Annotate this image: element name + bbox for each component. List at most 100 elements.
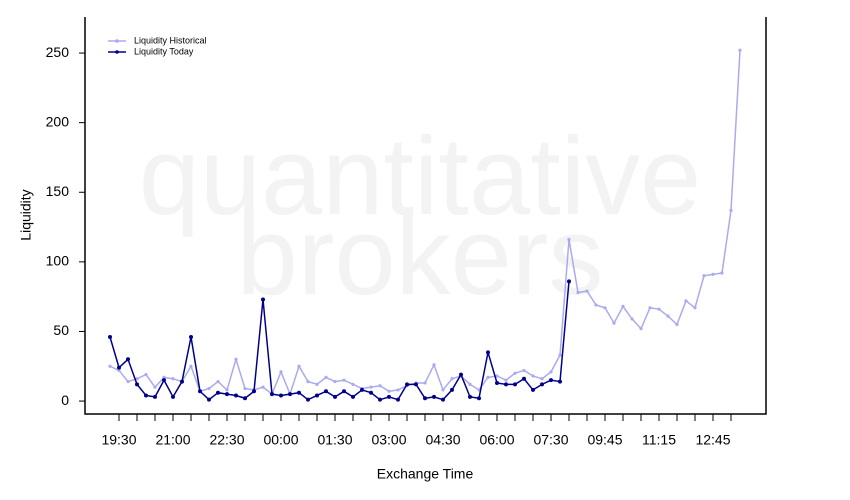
data-point: [513, 371, 517, 375]
data-point: [279, 393, 283, 398]
data-point: [477, 396, 481, 401]
series-line: [109, 281, 570, 401]
data-point: [153, 385, 157, 389]
x-tick-label: 22:30: [209, 432, 244, 448]
x-tick-label: 04:30: [425, 432, 460, 448]
x-axis-title: Exchange Time: [377, 466, 474, 482]
data-point: [315, 393, 319, 398]
data-point: [153, 394, 157, 399]
data-point: [513, 382, 517, 387]
data-point: [207, 386, 211, 391]
data-point: [576, 290, 580, 295]
data-point: [486, 375, 490, 379]
legend-label: Liquidity Historical: [134, 35, 207, 45]
data-point: [639, 327, 643, 331]
data-point: [594, 303, 598, 307]
data-point: [171, 377, 175, 381]
data-point: [108, 335, 112, 340]
data-point: [702, 274, 706, 278]
data-point: [432, 394, 436, 399]
watermark: quantitative: [139, 115, 702, 238]
data-point: [468, 394, 472, 399]
legend-label: Liquidity Today: [134, 46, 194, 56]
data-point: [711, 272, 715, 276]
data-point: [405, 382, 409, 387]
data-point: [126, 357, 130, 362]
data-point: [261, 297, 265, 302]
data-point: [189, 335, 193, 340]
data-point: [684, 299, 688, 303]
x-tick-label: 21:00: [155, 432, 190, 448]
data-point: [540, 382, 544, 387]
data-point: [144, 373, 148, 377]
x-tick-label: 03:00: [371, 432, 406, 448]
watermark: brokers: [237, 195, 604, 318]
data-point: [333, 394, 337, 399]
data-point: [549, 378, 553, 383]
x-tick-label: 07:30: [533, 432, 568, 448]
x-tick-label: 19:30: [101, 432, 136, 448]
data-point: [558, 353, 562, 357]
data-point: [423, 381, 427, 385]
data-point: [351, 394, 355, 399]
data-point: [387, 394, 391, 399]
data-point: [216, 379, 220, 384]
data-point: [450, 387, 454, 392]
data-point: [261, 385, 265, 389]
data-point: [387, 389, 391, 393]
data-point: [279, 370, 283, 374]
data-point: [342, 389, 346, 394]
data-point: [360, 387, 364, 392]
data-point: [189, 364, 193, 368]
data-point: [369, 390, 373, 395]
data-point: [693, 306, 697, 310]
data-point: [486, 350, 490, 355]
y-tick-label: 250: [46, 44, 70, 60]
data-point: [531, 387, 535, 392]
data-point: [252, 389, 256, 394]
y-tick-label: 200: [46, 113, 70, 129]
data-point: [468, 382, 472, 386]
legend-swatch: [115, 50, 119, 54]
data-point: [666, 314, 670, 318]
data-point: [414, 382, 418, 387]
data-point: [378, 384, 382, 388]
data-point: [540, 377, 544, 381]
y-axis-title: Liquidity: [18, 189, 34, 240]
data-point: [306, 397, 310, 402]
data-point: [522, 376, 526, 381]
data-point: [396, 388, 400, 392]
data-point: [207, 397, 211, 402]
data-point: [198, 389, 202, 394]
data-point: [585, 289, 589, 293]
data-point: [720, 271, 724, 275]
data-point: [423, 396, 427, 401]
x-tick-label: 12:45: [695, 432, 730, 448]
data-point: [351, 382, 355, 386]
data-point: [297, 364, 301, 368]
data-point: [378, 397, 382, 402]
data-point: [567, 279, 571, 284]
data-point: [225, 388, 229, 392]
data-point: [396, 397, 400, 402]
data-point: [729, 208, 733, 212]
data-point: [135, 377, 139, 381]
data-point: [333, 379, 337, 384]
data-point: [324, 389, 328, 394]
data-point: [117, 368, 121, 373]
y-tick-label: 50: [53, 322, 69, 338]
data-point: [297, 390, 301, 395]
data-point: [288, 392, 292, 397]
data-point: [738, 48, 742, 52]
data-point: [117, 365, 121, 370]
data-point: [441, 388, 445, 392]
data-point: [549, 370, 553, 374]
legend-swatch: [115, 39, 119, 43]
data-point: [504, 378, 508, 382]
x-tick-label: 06:00: [479, 432, 514, 448]
y-tick-label: 100: [46, 253, 70, 269]
data-point: [648, 306, 652, 310]
data-point: [243, 386, 247, 391]
data-point: [234, 357, 238, 361]
data-point: [522, 368, 526, 373]
